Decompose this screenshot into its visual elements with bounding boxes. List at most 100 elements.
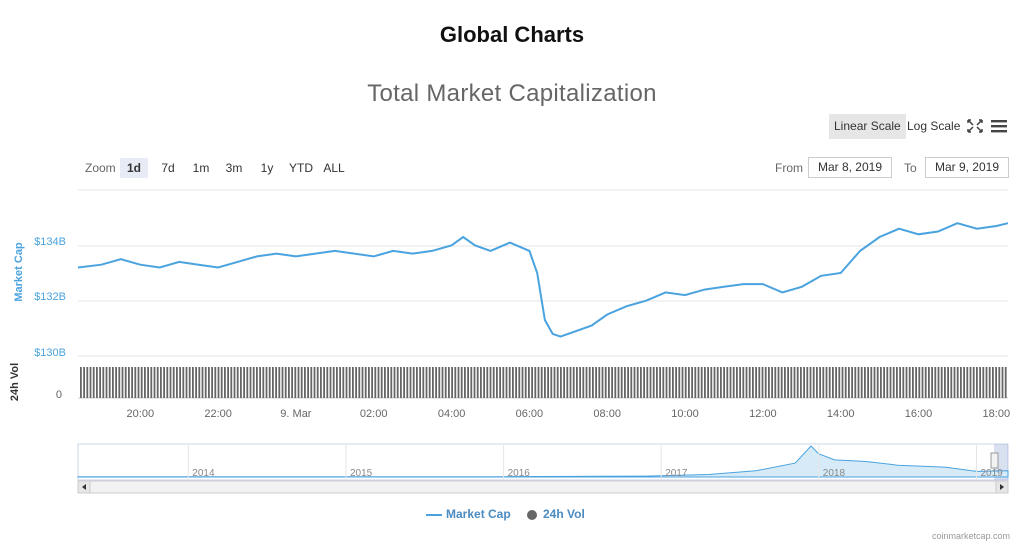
scrollbar-track[interactable] xyxy=(77,480,1009,494)
scroll-left-arrow-icon xyxy=(82,484,86,490)
volume-bar xyxy=(972,367,975,398)
volume-bar xyxy=(752,367,754,398)
volume-bar xyxy=(384,367,386,398)
navigator-handle[interactable] xyxy=(990,452,999,469)
volume-bar xyxy=(265,367,268,398)
volume-bar xyxy=(576,367,578,398)
volume-bar xyxy=(745,367,748,398)
volume-bar xyxy=(144,367,146,398)
volume-bar xyxy=(377,367,380,398)
volume-bar xyxy=(192,367,194,398)
volume-bar xyxy=(672,367,674,398)
volume-bar xyxy=(736,367,738,398)
zoom-1m-button[interactable]: 1m xyxy=(192,161,210,175)
volume-bar xyxy=(246,367,249,398)
volume-bar xyxy=(528,367,530,398)
volume-bar xyxy=(137,367,140,398)
x-tick-label: 04:00 xyxy=(438,408,466,420)
volume-bar xyxy=(470,367,473,398)
volume-bar xyxy=(352,367,354,398)
volume-bar xyxy=(140,367,143,398)
x-tick-label: 08:00 xyxy=(593,408,621,420)
navigator-year-label: 2016 xyxy=(508,468,531,479)
volume-bar xyxy=(160,367,162,398)
y-tick-label: $132B xyxy=(34,291,66,303)
volume-bar xyxy=(979,367,981,398)
zoom-3m-button[interactable]: 3m xyxy=(225,161,243,175)
linear-scale-button[interactable]: Linear Scale xyxy=(829,114,906,139)
volume-bar xyxy=(723,367,725,398)
to-date-input[interactable]: Mar 9, 2019 xyxy=(925,157,1009,178)
volume-bar xyxy=(601,367,604,398)
scroll-right-arrow-icon xyxy=(1000,484,1004,490)
volume-bar xyxy=(294,367,297,398)
volume-bar xyxy=(288,367,290,398)
volume-bar xyxy=(550,367,553,398)
volume-bar xyxy=(428,367,431,398)
volume-bar xyxy=(870,367,873,398)
volume-bar xyxy=(832,367,834,398)
legend-item-24h-vol[interactable]: 24h Vol xyxy=(527,507,585,521)
volume-bar xyxy=(540,367,543,398)
zoom-1d-button[interactable]: 1d xyxy=(120,158,148,178)
x-tick-label: 22:00 xyxy=(204,408,232,420)
volume-bar xyxy=(118,367,121,398)
volume-bar xyxy=(387,367,389,398)
menu-icon[interactable] xyxy=(990,118,1008,134)
volume-bar xyxy=(166,367,169,398)
volume-bar xyxy=(940,367,943,398)
fullscreen-icon[interactable] xyxy=(966,118,984,134)
volume-bar xyxy=(960,367,962,398)
volume-bar xyxy=(310,367,313,398)
volume-bar xyxy=(572,367,575,398)
volume-bar xyxy=(243,367,245,398)
zoom-1y-button[interactable]: 1y xyxy=(260,161,274,175)
volume-bar xyxy=(908,367,911,398)
volume-bar xyxy=(441,367,444,398)
volume-bar xyxy=(128,367,130,398)
volume-bar xyxy=(380,367,383,398)
volume-axis-title: 24h Vol xyxy=(9,363,21,401)
volume-bar xyxy=(748,367,751,398)
from-date-input[interactable]: Mar 8, 2019 xyxy=(808,157,892,178)
volume-bar xyxy=(992,367,994,398)
log-scale-button[interactable]: Log Scale xyxy=(907,119,961,133)
volume-bar xyxy=(988,367,991,398)
volume-bar xyxy=(598,367,601,398)
volume-bar xyxy=(883,367,885,398)
volume-bar xyxy=(1001,367,1004,398)
volume-bar xyxy=(524,367,527,398)
volume-bar xyxy=(480,367,482,398)
volume-bar xyxy=(224,367,226,398)
volume-bar xyxy=(508,367,511,398)
volume-bar xyxy=(608,367,610,398)
volume-bar xyxy=(713,367,716,398)
volume-bar xyxy=(537,367,540,398)
volume-bar xyxy=(400,367,402,398)
volume-bar xyxy=(809,367,812,398)
market-cap-legend-line-icon xyxy=(426,513,442,516)
volume-bar xyxy=(553,367,556,398)
volume-bar xyxy=(256,367,258,398)
navigator-year-label: 2019 xyxy=(981,468,1004,479)
volume-bar xyxy=(806,367,809,398)
zoom-7d-button[interactable]: 7d xyxy=(161,161,175,175)
volume-bar xyxy=(473,367,476,398)
volume-bar xyxy=(646,367,649,398)
zoom-ytd-button[interactable]: YTD xyxy=(289,161,313,175)
volume-bar xyxy=(182,367,185,398)
volume-bar xyxy=(419,367,421,398)
volume-bar xyxy=(873,367,876,398)
volume-bar xyxy=(691,367,693,398)
zoom-all-button[interactable]: ALL xyxy=(323,161,345,175)
volume-bar xyxy=(675,367,677,398)
volume-bar xyxy=(489,367,492,398)
volume-bar xyxy=(156,367,159,398)
volume-bar xyxy=(768,367,770,398)
legend-item-market-cap[interactable]: Market Cap xyxy=(426,507,511,521)
volume-bar xyxy=(803,367,805,398)
volume-bar xyxy=(464,367,466,398)
volume-bar xyxy=(518,367,521,398)
volume-bar xyxy=(115,367,117,398)
